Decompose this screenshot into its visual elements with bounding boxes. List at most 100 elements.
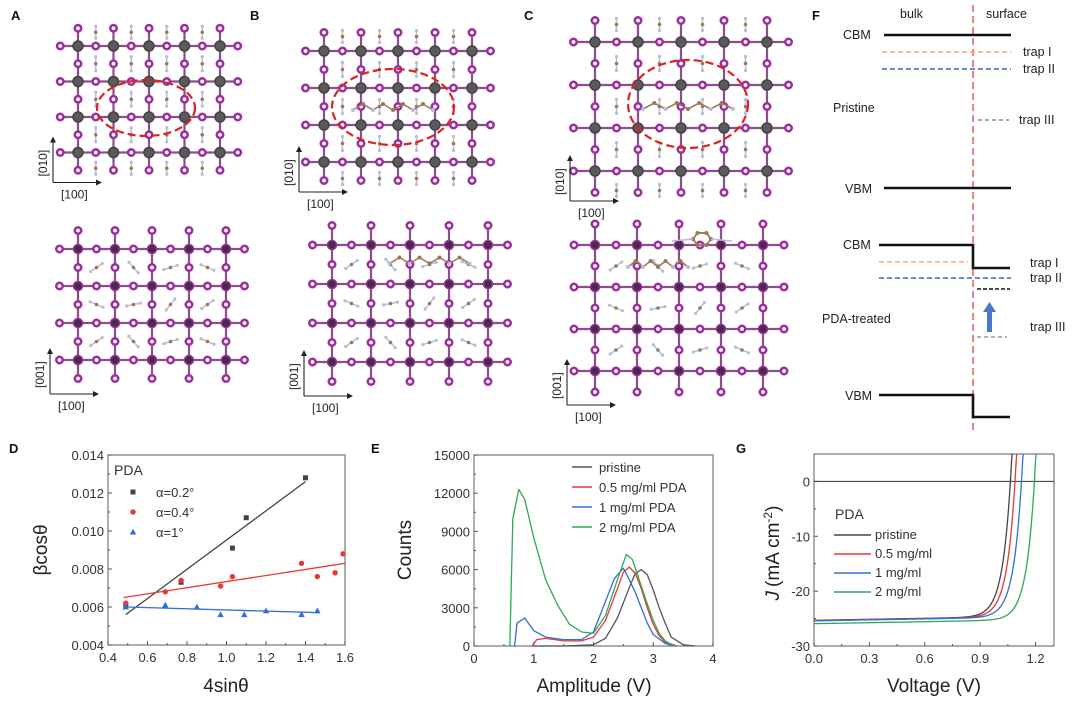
iodide-atom — [92, 355, 102, 365]
carbon-atom — [349, 301, 354, 306]
lead-atom — [631, 323, 643, 335]
nitrogen-atom — [700, 16, 705, 21]
carbon-atom — [466, 340, 471, 345]
nitrogen-atom — [377, 111, 382, 116]
nitrogen-atom — [377, 28, 382, 33]
iodide-atom — [762, 58, 772, 68]
lead-atom — [675, 36, 687, 48]
iodide-atom — [73, 23, 83, 33]
lead-atom — [392, 119, 404, 131]
carbon-atom — [614, 104, 619, 109]
pda-atom — [686, 107, 690, 111]
nitrogen-atom — [620, 260, 624, 264]
iodide-atom — [144, 165, 154, 175]
carbon-atom — [164, 166, 169, 171]
bottom-axis-indicator: [100] [001] — [287, 350, 353, 415]
carbon-atom — [740, 348, 744, 352]
carbon-atom — [205, 302, 210, 307]
nitrogen-atom — [94, 140, 98, 144]
lead-atom — [673, 239, 685, 251]
nitrogen-atom — [614, 194, 619, 199]
y-tick-label: -30 — [791, 639, 810, 654]
iodide-atom — [783, 166, 793, 176]
carbon-atom — [740, 306, 744, 310]
lead-atom — [178, 146, 191, 159]
iodide-atom — [719, 15, 729, 25]
lead-atom — [72, 243, 84, 255]
pda-atom — [427, 261, 432, 266]
iodide-atom — [240, 355, 250, 365]
lead-atom — [214, 111, 226, 123]
y-tick-label: 0.008 — [71, 562, 104, 577]
arrowhead-icon — [613, 198, 619, 204]
lead-atom — [72, 75, 84, 88]
carbon-atom — [451, 176, 456, 181]
arrowhead-icon — [47, 348, 53, 354]
iodide-atom — [144, 23, 154, 33]
iodide-atom — [300, 46, 310, 56]
axis-label-y: [001] — [550, 372, 564, 399]
iodide-atom — [611, 166, 621, 176]
iodide-atom — [327, 259, 337, 269]
series-line-3 — [509, 488, 675, 647]
nitrogen-atom — [451, 182, 456, 187]
iodide-atom — [366, 298, 376, 308]
nitrogen-atom — [343, 299, 347, 303]
jv-curve-2 — [814, 454, 1024, 622]
data-point-triangle — [162, 601, 169, 608]
pda-atom — [397, 255, 402, 260]
iodide-atom — [300, 83, 310, 93]
lead-atom — [718, 122, 730, 134]
chart-g-legend-label-1: 0.5 mg/ml — [875, 546, 932, 561]
lead-atom — [761, 122, 773, 134]
nitrogen-atom — [700, 68, 705, 73]
x-tick-label: 1.0 — [217, 650, 235, 665]
x-tick-label: 1.4 — [296, 650, 314, 665]
carbon-atom — [93, 97, 98, 102]
lead-atom — [631, 239, 643, 251]
chart-g-xlabel: Voltage (V) — [887, 676, 981, 697]
iodide-atom — [240, 281, 250, 291]
iodide-atom — [758, 345, 768, 355]
iodide-atom — [129, 318, 139, 328]
lead-atom — [146, 243, 158, 255]
iodide-atom — [448, 120, 458, 130]
iodide-atom — [590, 387, 600, 397]
pristine-title: Pristine — [833, 101, 875, 115]
data-point-circle — [340, 551, 346, 557]
iodide-atom — [568, 37, 578, 47]
nitrogen-atom — [344, 344, 348, 349]
nitrogen-atom — [432, 296, 436, 300]
iodide-atom — [758, 303, 768, 313]
panel-label-b: B — [250, 8, 260, 23]
nitrogen-atom — [451, 148, 456, 153]
lead-atom — [429, 156, 441, 168]
nitrogen-atom — [94, 36, 98, 40]
iodide-atom — [654, 37, 664, 47]
crystal-top-view — [300, 27, 495, 187]
lead-atom — [109, 317, 121, 329]
nitrogen-atom — [473, 265, 477, 269]
iodide-atom — [448, 46, 458, 56]
lead-atom — [318, 119, 330, 131]
surface-label: surface — [986, 7, 1027, 21]
nitrogen-atom — [200, 160, 204, 164]
nitrogen-atom — [165, 172, 169, 176]
nitrogen-atom — [451, 74, 456, 79]
iodide-atom — [73, 262, 83, 272]
iodide-atom — [346, 318, 356, 328]
iodide-atom — [716, 261, 726, 271]
iodide-atom — [716, 387, 726, 397]
lead-atom — [220, 280, 232, 292]
crystal-top-view — [568, 15, 793, 199]
lead-atom — [365, 317, 377, 329]
lead-atom — [214, 146, 226, 159]
arrowhead-icon — [50, 136, 56, 143]
lead-atom — [220, 317, 232, 329]
nitrogen-atom — [451, 134, 456, 139]
iodide-atom — [319, 176, 329, 186]
nitrogen-atom — [434, 260, 438, 265]
lead-atom — [326, 278, 338, 290]
data-point-triangle — [298, 611, 305, 618]
lead-atom — [589, 79, 601, 91]
